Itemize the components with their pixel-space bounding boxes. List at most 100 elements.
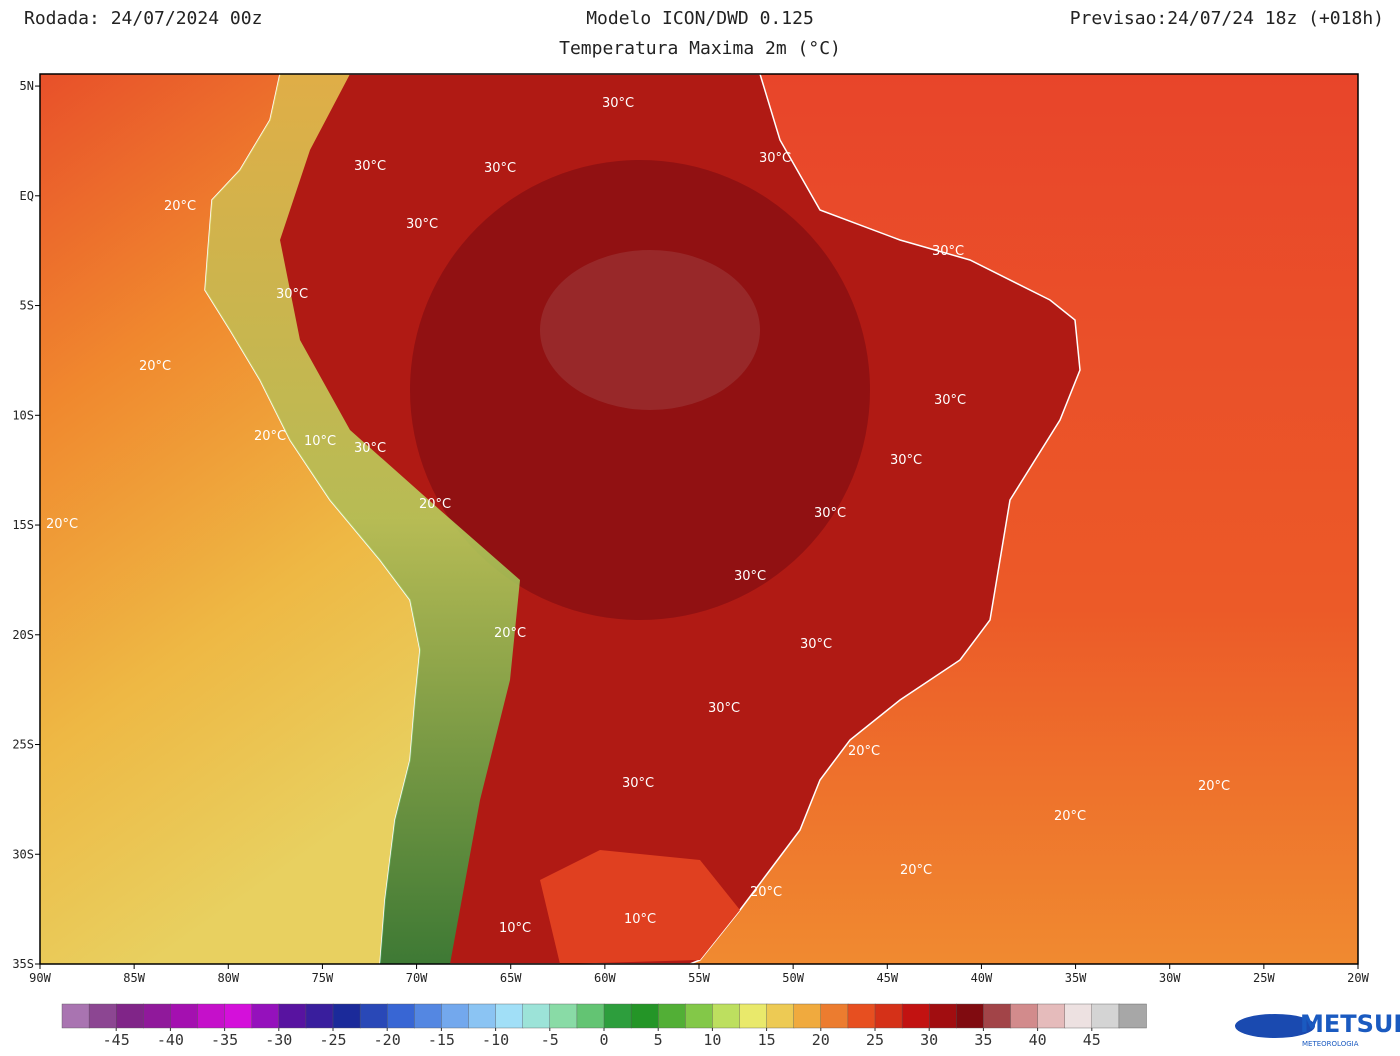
colorbar-cell <box>630 1003 659 1029</box>
colorbar-tick-label: -40 <box>157 1031 184 1049</box>
colorbar-tick-label: -20 <box>374 1031 401 1049</box>
contour-label: 30°C <box>814 506 846 521</box>
contour-label: 30°C <box>354 441 386 456</box>
colorbar-cell <box>847 1003 876 1029</box>
contour-label: 10°C <box>624 912 656 927</box>
lon-tick-label: 45W <box>876 971 898 985</box>
lon-tick-label: 60W <box>594 971 616 985</box>
colorbar-tick-label: -25 <box>319 1031 346 1049</box>
lat-tick-label: 20S <box>12 628 34 642</box>
forecast-label: Previsao:24/07/24 18z (+018h) <box>1070 8 1384 29</box>
colorbar-tick-label: 45 <box>1083 1031 1101 1049</box>
colorbar-cell <box>143 1003 172 1029</box>
colorbar-tick-label: 15 <box>758 1031 776 1049</box>
colorbar-tick-label: -45 <box>103 1031 130 1049</box>
colorbar-cell <box>197 1003 226 1029</box>
lat-tick-label: 5S <box>20 299 34 313</box>
contour-label: 20°C <box>900 863 932 878</box>
colorbar-cell <box>468 1003 497 1029</box>
south-region <box>540 850 740 964</box>
lat-tick-label: 25S <box>12 738 34 752</box>
contour-label: 20°C <box>1054 809 1086 824</box>
contour-label: 30°C <box>934 393 966 408</box>
colorbar-cell <box>495 1003 524 1029</box>
contour-label: 20°C <box>1198 779 1230 794</box>
lon-tick-label: 25W <box>1253 971 1275 985</box>
colorbar-cell <box>603 1003 632 1029</box>
colorbar-cell <box>251 1003 280 1029</box>
colorbar-cell <box>685 1003 714 1029</box>
colorbar-cell <box>1037 1003 1066 1029</box>
colorbar-cell <box>576 1003 605 1029</box>
run-label: Rodada: 24/07/2024 00z <box>24 8 262 29</box>
andes <box>205 74 520 964</box>
colorbar-cell <box>88 1003 117 1029</box>
contour-label: 20°C <box>164 199 196 214</box>
lon-tick-label: 85W <box>123 971 145 985</box>
contour-label: 30°C <box>759 151 791 166</box>
lon-tick-label: 90W <box>29 971 51 985</box>
colorbar-cell <box>549 1003 578 1029</box>
colorbar-tick-label: 5 <box>654 1031 663 1049</box>
colorbar-tick-label: -30 <box>265 1031 292 1049</box>
lat-tick-label: 5N <box>20 79 34 93</box>
hot-core <box>540 250 760 410</box>
colorbar-cell <box>522 1003 551 1029</box>
colorbar-tick-label: -10 <box>482 1031 509 1049</box>
contour-label: 30°C <box>484 161 516 176</box>
colorbar-cell <box>793 1003 822 1029</box>
contour-label: 20°C <box>46 517 78 532</box>
colorbar-cell <box>901 1003 930 1029</box>
lon-tick-label: 20W <box>1347 971 1369 985</box>
colorbar-tick-label: 10 <box>703 1031 721 1049</box>
lon-tick-label: 50W <box>782 971 804 985</box>
map-field <box>40 74 1358 964</box>
lon-tick-label: 75W <box>312 971 334 985</box>
colorbar-cell <box>1010 1003 1039 1029</box>
colorbar-cell <box>278 1003 307 1029</box>
lat-tick-label: 30S <box>12 847 34 861</box>
lon-tick-label: 40W <box>971 971 993 985</box>
contour-label: 30°C <box>276 287 308 302</box>
colorbar-cell <box>224 1003 253 1029</box>
lat-tick-label: 35S <box>12 957 34 971</box>
lon-tick-label: 55W <box>688 971 710 985</box>
colorbar-cell <box>712 1003 741 1029</box>
contour-label: 30°C <box>622 776 654 791</box>
colorbar-cell <box>1091 1003 1120 1029</box>
contour-label: 30°C <box>890 453 922 468</box>
lon-tick-label: 80W <box>217 971 239 985</box>
colorbar-cell <box>1064 1003 1093 1029</box>
colorbar-cell <box>332 1003 361 1029</box>
colorbar-cell <box>874 1003 903 1029</box>
colorbar-cell <box>983 1003 1012 1029</box>
colorbar-cell <box>441 1003 470 1029</box>
logo-sub: METEOROLOGIA <box>1302 1040 1359 1048</box>
colorbar-cell <box>1118 1003 1147 1029</box>
lat-tick-label: 10S <box>12 408 34 422</box>
colorbar-tick-label: 25 <box>866 1031 884 1049</box>
colorbar-cell <box>929 1003 958 1029</box>
colorbar-tick-label: -15 <box>428 1031 455 1049</box>
contour-label: 30°C <box>354 159 386 174</box>
map-subtitle: Temperatura Maxima 2m (°C) <box>559 38 841 59</box>
colorbar-cell <box>359 1003 388 1029</box>
model-title: Modelo ICON/DWD 0.125 <box>586 8 814 29</box>
colorbar-tick-label: -35 <box>211 1031 238 1049</box>
colorbar-cell <box>414 1003 443 1029</box>
colorbar-cell <box>820 1003 849 1029</box>
colorbar-cell <box>170 1003 199 1029</box>
lon-tick-label: 30W <box>1159 971 1181 985</box>
contour-label: 20°C <box>750 885 782 900</box>
contour-label: 20°C <box>494 626 526 641</box>
contour-label: 20°C <box>848 744 880 759</box>
logo-globe <box>1235 1014 1315 1038</box>
colorbar-tick-label: 35 <box>974 1031 992 1049</box>
lon-tick-label: 35W <box>1065 971 1087 985</box>
contour-label: 30°C <box>932 244 964 259</box>
colorbar-cell <box>61 1003 90 1029</box>
contour-label: 30°C <box>734 569 766 584</box>
contour-label: 30°C <box>602 96 634 111</box>
